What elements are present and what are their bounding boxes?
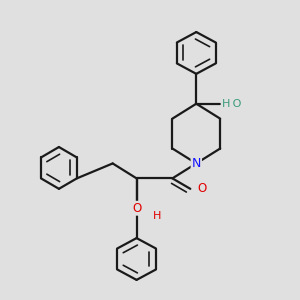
Text: N: N	[192, 157, 201, 170]
Text: O: O	[132, 202, 141, 215]
Text: H O: H O	[222, 99, 241, 109]
Text: H: H	[153, 211, 161, 221]
Text: O: O	[197, 182, 206, 195]
